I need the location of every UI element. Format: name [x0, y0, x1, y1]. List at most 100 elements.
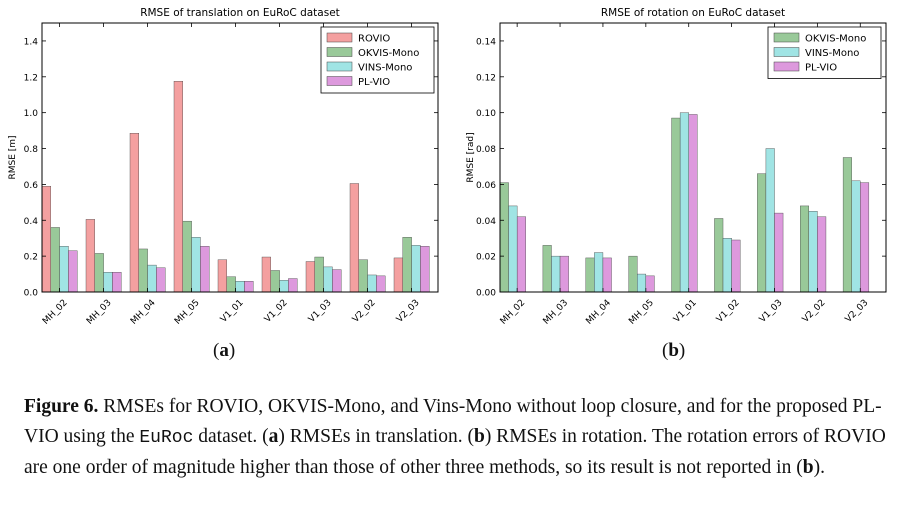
dataset-name: EuRoc [139, 428, 194, 448]
bar-pl-vio-mh-04 [602, 257, 612, 293]
legend-label-rovio: ROVIO [358, 34, 390, 45]
bar-pl-vio-mh-03 [559, 255, 569, 293]
bar-vins-mono-mh-05 [191, 237, 201, 293]
bar-rovio-mh-04 [129, 133, 140, 293]
legend-swatch-vins-mono [773, 47, 800, 57]
bar-pl-vio-mh-03 [112, 272, 122, 293]
bar-pl-vio-v1-01 [688, 114, 698, 293]
bar-rovio-mh-03 [85, 219, 96, 293]
legend-swatch-okvis-mono [773, 32, 800, 43]
legend-swatch-okvis-mono [326, 47, 353, 57]
y-tick-label: 1.2 [24, 73, 38, 83]
bar-pl-vio-v2-03 [420, 246, 430, 293]
bar-rovio-v2-02 [349, 183, 360, 293]
bar-pl-vio-v2-02 [376, 275, 386, 293]
bar-pl-vio-v1-03 [774, 212, 784, 293]
bar-pl-vio-mh-05 [200, 246, 210, 293]
y-tick-label: 1.4 [24, 37, 39, 47]
bar-okvis-mono-mh-05 [628, 255, 638, 293]
bar-vins-mono-mh-05 [637, 273, 647, 293]
bar-pl-vio-v2-03 [860, 182, 870, 293]
bar-vins-mono-mh-04 [594, 252, 604, 293]
figure-caption: Figure 6. RMSEs for ROVIO, OKVIS-Mono, a… [24, 396, 886, 478]
y-tick-label: 0.02 [476, 253, 496, 263]
bar-pl-vio-mh-02 [516, 216, 526, 293]
bar-pl-vio-mh-02 [68, 250, 78, 293]
legend-swatch-pl-vio [326, 76, 353, 86]
x-tick-label-mh-03: MH_03 [85, 298, 114, 327]
legend: OKVIS-Mono VINS-Mono PL-VIO [767, 26, 882, 79]
legend-label-vins-mono: VINS-Mono [805, 48, 859, 59]
bar-rovio-mh-02 [41, 185, 52, 293]
bar-vins-mono-v2-03 [411, 245, 421, 293]
bar-vins-mono-mh-02 [59, 246, 69, 293]
bar-okvis-mono-v1-01 [671, 117, 681, 293]
bar-vins-mono-v1-01 [235, 281, 245, 293]
bar-vins-mono-v2-02 [808, 211, 818, 293]
bar-vins-mono-v1-02 [279, 280, 289, 293]
legend-swatch-pl-vio [773, 61, 800, 72]
bar-okvis-mono-v1-03 [314, 256, 324, 293]
bar-rovio-mh-05 [173, 81, 184, 293]
chart-title: RMSE of rotation on EuRoC dataset [601, 7, 785, 19]
bar-vins-mono-v1-03 [323, 266, 333, 293]
legend-label-okvis-mono: OKVIS-Mono [358, 48, 419, 59]
y-axis-label: RMSE [m] [8, 135, 18, 179]
bar-pl-vio-v1-01 [244, 281, 254, 293]
bar-okvis-mono-mh-04 [585, 257, 595, 293]
bar-okvis-mono-mh-02 [50, 227, 60, 293]
x-tick-label-mh-03: MH_03 [542, 298, 571, 327]
x-tick-label-mh-05: MH_05 [173, 298, 202, 327]
panel-label-b: (b) [662, 340, 686, 361]
y-tick-label: 0.6 [24, 181, 39, 191]
bar-okvis-mono-mh-04 [138, 248, 148, 293]
x-tick-label-mh-04: MH_04 [584, 298, 613, 327]
bar-okvis-mono-mh-02 [499, 182, 509, 293]
x-tick-label-v2-02: V2_02 [351, 298, 378, 325]
bar-okvis-mono-v1-02 [714, 218, 724, 293]
x-tick-label-v1-03: V1_03 [758, 298, 785, 325]
bar-rovio-v1-03 [305, 261, 316, 293]
x-tick-label-v1-03: V1_03 [307, 298, 334, 325]
plot-frame [499, 22, 887, 293]
x-tick-label-v1-01: V1_01 [672, 298, 699, 325]
panel-label-a: (a) [213, 340, 236, 361]
bar-okvis-mono-v1-03 [757, 173, 767, 293]
bar-okvis-mono-v1-01 [226, 276, 236, 293]
bar-pl-vio-v1-02 [731, 239, 741, 293]
chart-title: RMSE of translation on EuRoC dataset [140, 7, 340, 19]
bar-vins-mono-mh-03 [103, 272, 113, 293]
y-tick-label: 0.06 [476, 181, 496, 191]
x-tick-label-v2-02: V2_02 [801, 298, 828, 325]
bar-vins-mono-v2-03 [851, 180, 861, 293]
bar-rovio-v1-01 [217, 259, 228, 293]
x-tick-label-v1-02: V1_02 [263, 298, 290, 325]
bar-vins-mono-mh-02 [508, 205, 518, 293]
plot-frame [41, 22, 439, 293]
bar-vins-mono-v1-02 [722, 237, 732, 293]
bar-okvis-mono-v2-02 [358, 259, 368, 293]
y-axis-label: RMSE [rad] [466, 132, 476, 182]
x-tick-label-mh-05: MH_05 [627, 298, 656, 327]
bar-pl-vio-v2-02 [817, 216, 827, 293]
legend-swatch-vins-mono [326, 61, 353, 72]
y-tick-label: 0.04 [476, 217, 496, 227]
x-tick-label-mh-04: MH_04 [129, 298, 158, 327]
y-tick-label: 0.4 [24, 217, 39, 227]
y-tick-label: 0.12 [476, 73, 496, 83]
bar-rovio-v2-03 [393, 257, 404, 293]
bar-okvis-mono-mh-03 [94, 253, 104, 293]
bar-vins-mono-v1-01 [679, 112, 689, 293]
figure-label: Figure 6. [24, 396, 99, 417]
bar-rovio-v1-02 [261, 256, 272, 293]
bar-okvis-mono-v2-03 [842, 157, 852, 293]
bar-pl-vio-v1-02 [288, 278, 298, 293]
x-tick-label-v1-01: V1_01 [219, 298, 246, 325]
legend-swatch-rovio [326, 32, 353, 43]
bar-okvis-mono-mh-03 [542, 245, 552, 293]
bar-okvis-mono-v2-03 [402, 237, 412, 293]
x-tick-label-mh-02: MH_02 [41, 298, 70, 327]
bar-vins-mono-v2-02 [367, 274, 377, 293]
y-tick-label: 0.00 [476, 289, 496, 299]
legend-label-pl-vio: PL-VIO [805, 63, 837, 74]
